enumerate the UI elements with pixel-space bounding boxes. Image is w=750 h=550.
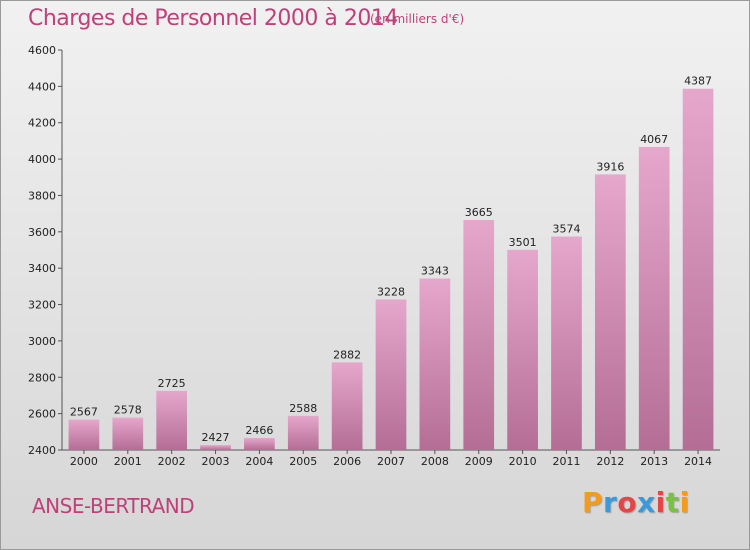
- value-label: 3574: [552, 223, 580, 236]
- y-tick-label: 2400: [28, 444, 56, 457]
- x-tick-label: 2004: [245, 455, 273, 468]
- bar: [112, 417, 144, 450]
- value-label: 4067: [640, 133, 668, 146]
- value-label: 3228: [377, 285, 405, 298]
- x-tick-label: 2008: [421, 455, 449, 468]
- x-tick-label: 2011: [552, 455, 580, 468]
- bar: [419, 278, 451, 450]
- x-tick-label: 2001: [114, 455, 142, 468]
- bar: [156, 390, 188, 450]
- bar: [331, 362, 363, 450]
- y-tick-label: 4000: [28, 153, 56, 166]
- x-tick-label: 2013: [640, 455, 668, 468]
- value-label: 2725: [158, 377, 186, 390]
- bar: [638, 146, 670, 450]
- x-tick-label: 2007: [377, 455, 405, 468]
- y-tick-label: 3400: [28, 262, 56, 275]
- value-label: 3665: [465, 206, 493, 219]
- value-label: 4387: [684, 75, 712, 88]
- y-tick-label: 4600: [28, 44, 56, 57]
- x-tick-label: 2010: [509, 455, 537, 468]
- x-tick-label: 2003: [202, 455, 230, 468]
- bars: [68, 88, 714, 451]
- bar: [68, 419, 100, 450]
- value-label: 2567: [70, 406, 98, 419]
- value-label: 3343: [421, 265, 449, 278]
- y-tick-label: 3600: [28, 226, 56, 239]
- bar: [551, 236, 582, 450]
- proxiti-logo: Proxiti: [582, 486, 690, 519]
- x-tick-label: 2006: [333, 455, 361, 468]
- y-tick-label: 2800: [28, 371, 56, 384]
- value-label: 2588: [289, 402, 317, 415]
- y-tick-label: 2600: [28, 408, 56, 421]
- bar: [200, 445, 231, 450]
- bar: [375, 299, 407, 450]
- labels: 2567 2578 2725 2427 2466 2588 2882 3228 3343 3665…: [70, 75, 712, 444]
- y-tick-label: 3000: [28, 335, 56, 348]
- y-tick-label: 3800: [28, 189, 56, 202]
- value-label: 2882: [333, 348, 361, 361]
- bar: [594, 174, 626, 450]
- town-name: ANSE-BERTRAND: [32, 494, 195, 518]
- x-tick-label: 2000: [70, 455, 98, 468]
- bar: [244, 438, 275, 450]
- chart-title: Charges de Personnel 2000 à 2014: [28, 6, 398, 31]
- bar: [287, 415, 319, 450]
- value-label: 3916: [596, 160, 624, 173]
- x-tick-label: 2012: [596, 455, 624, 468]
- x-tick-label: 2005: [289, 455, 317, 468]
- chart-subtitle: (en milliers d'€): [370, 12, 465, 26]
- y-tick-label: 4200: [28, 117, 56, 130]
- value-label: 2466: [245, 424, 273, 437]
- y-tick-label: 4400: [28, 80, 56, 93]
- value-label: 3501: [509, 236, 537, 249]
- x-tick-label: 2014: [684, 455, 712, 468]
- x-tick-label: 2009: [465, 455, 493, 468]
- value-label: 2578: [114, 404, 142, 417]
- y-tick-label: 3200: [28, 299, 56, 312]
- bar: [463, 220, 495, 450]
- value-label: 2427: [202, 431, 230, 444]
- x-tick-label: 2002: [158, 455, 186, 468]
- bar: [507, 249, 538, 450]
- bar: [682, 88, 714, 451]
